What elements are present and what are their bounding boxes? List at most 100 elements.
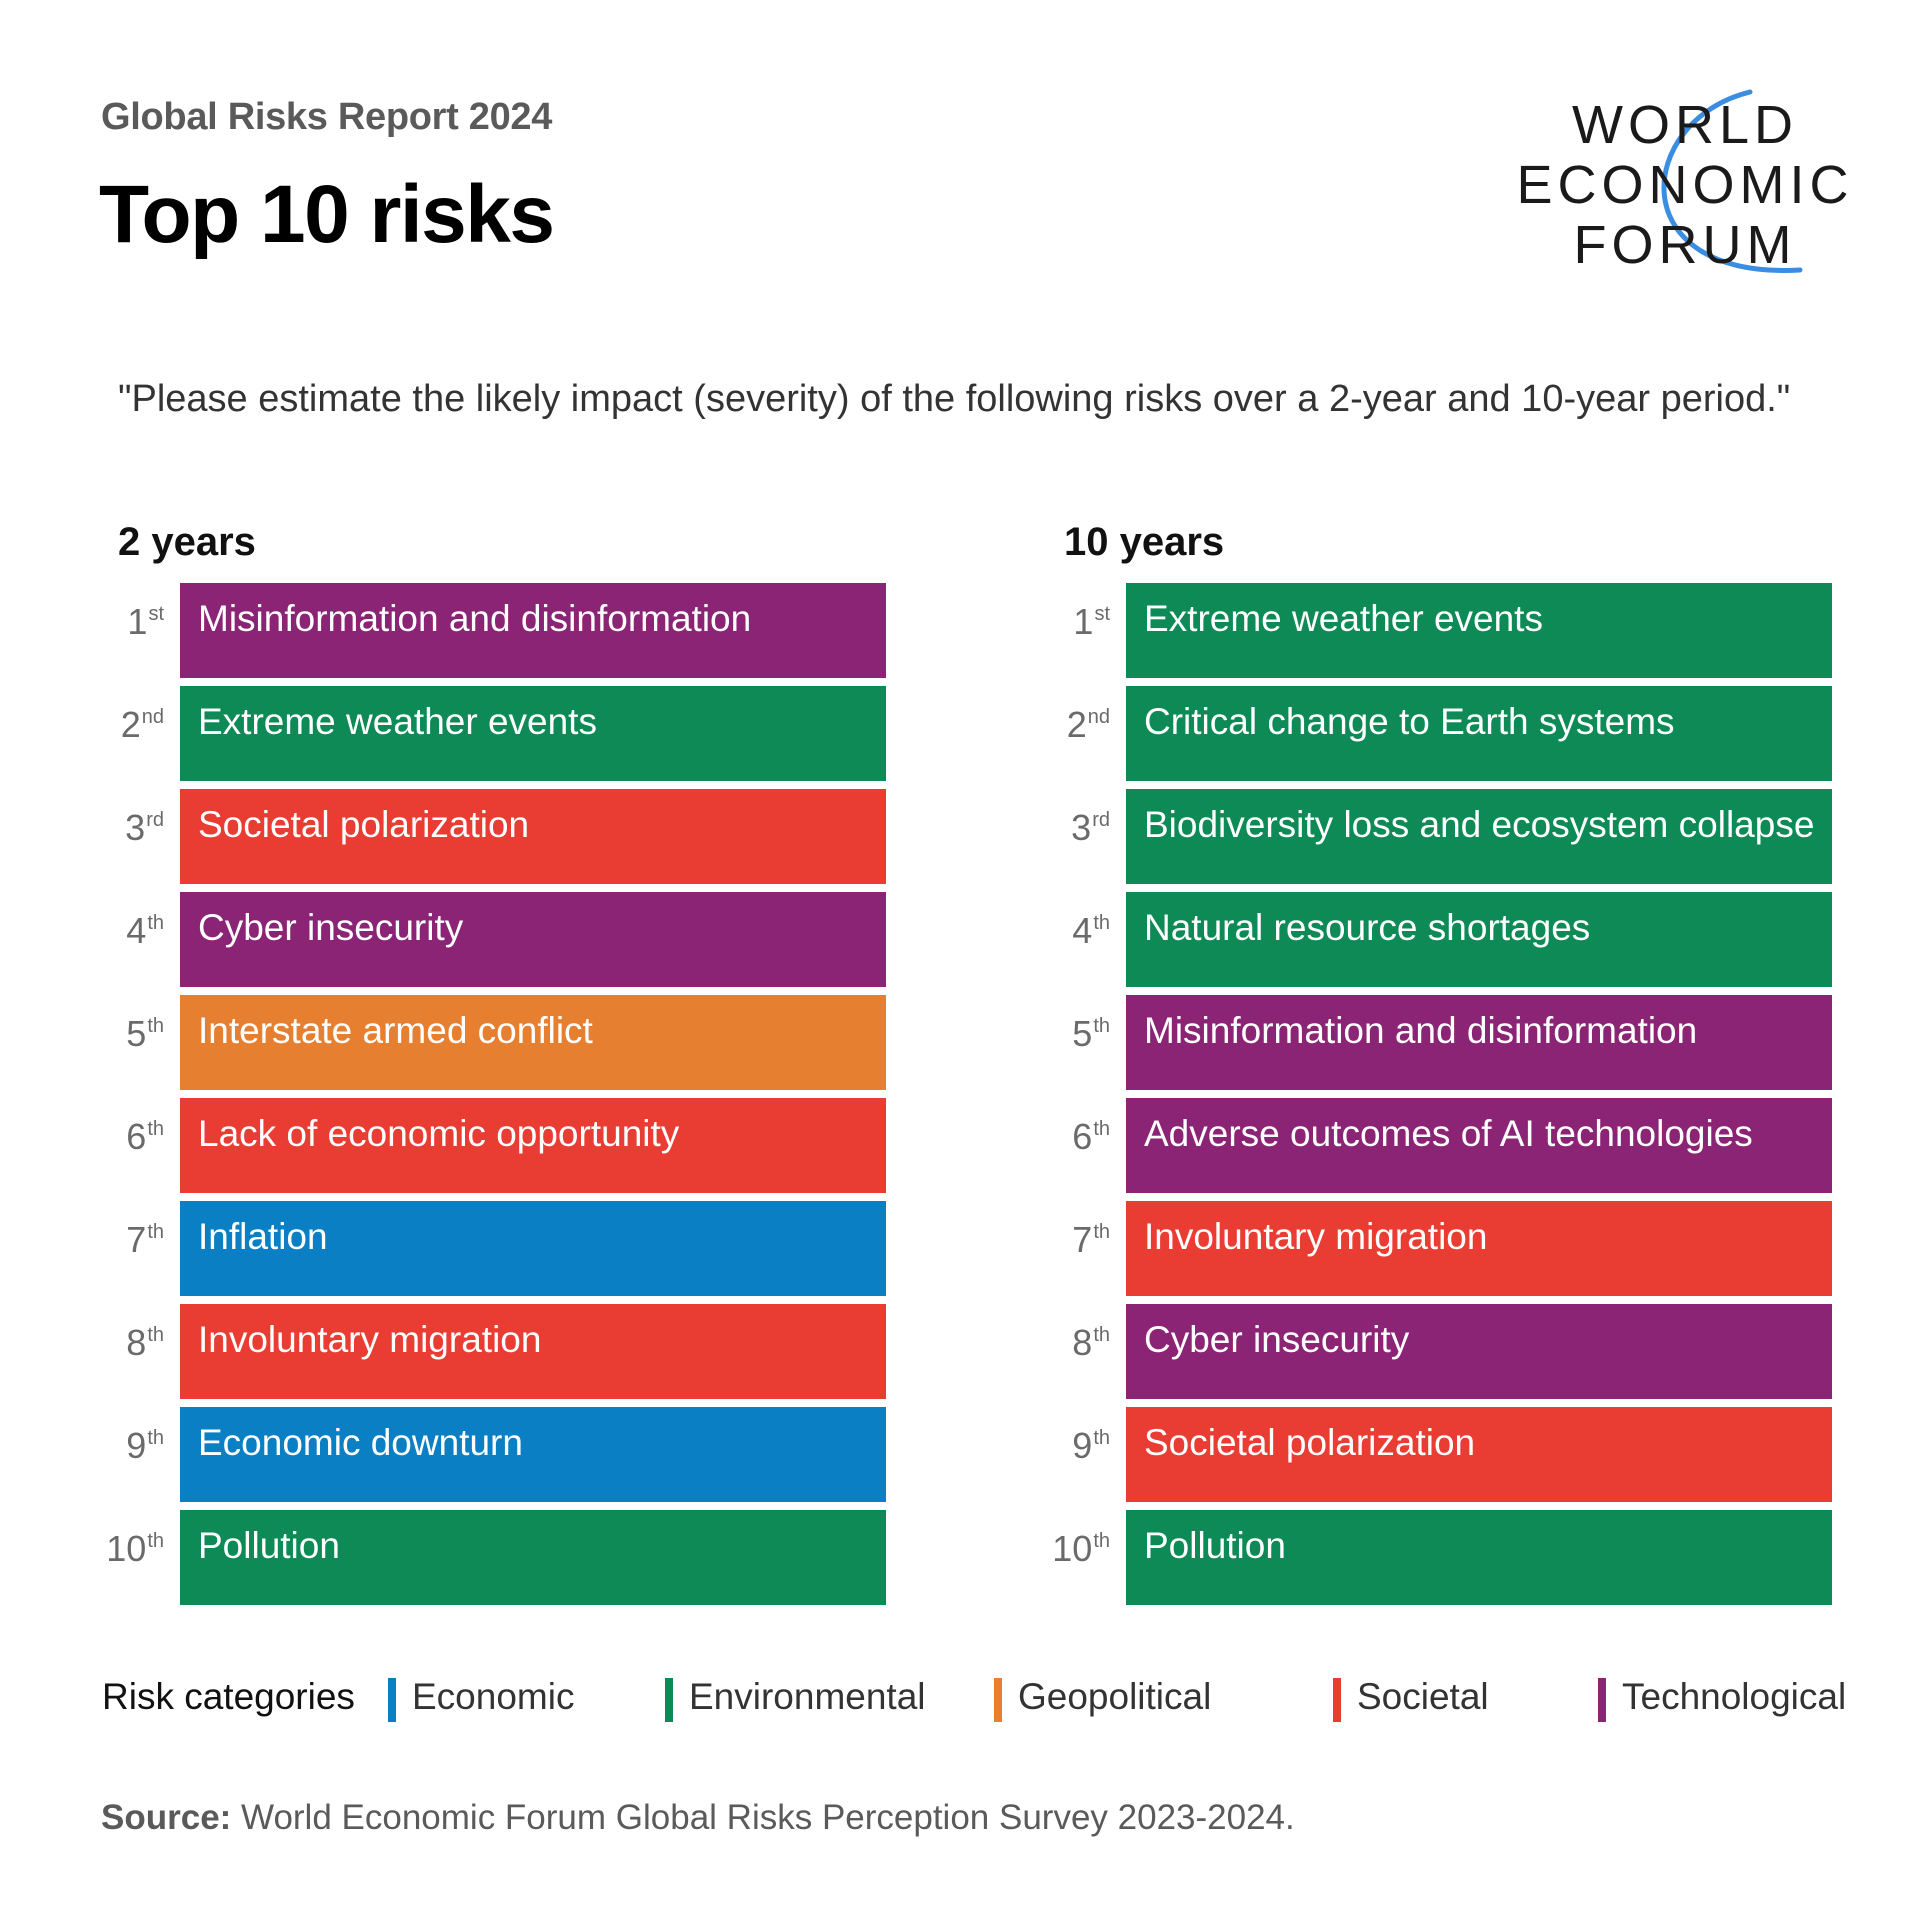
legend-label: Technological — [1622, 1676, 1847, 1717]
risk-bar: Natural resource shortages — [1126, 892, 1832, 987]
risk-bar: Misinformation and disinformation — [180, 583, 886, 678]
rank-number: 10th — [102, 1528, 164, 1570]
rank-value: 5 — [126, 1013, 147, 1054]
risk-bar: Misinformation and disinformation — [1126, 995, 1832, 1090]
list-item: 7th Involuntary migration — [1048, 1201, 1920, 1304]
legend-label: Economic — [412, 1676, 575, 1717]
risk-label: Pollution — [1144, 1525, 1286, 1566]
rank-number: 1st — [1048, 601, 1110, 643]
rank-value: 2 — [120, 704, 141, 745]
source-note: Source: World Economic Forum Global Risk… — [101, 1798, 1295, 1838]
rank-value: 1 — [127, 601, 148, 642]
risk-label: Economic downturn — [198, 1422, 523, 1463]
rank-suffix: th — [147, 1324, 164, 1346]
risk-label: Inflation — [198, 1216, 328, 1257]
rank-suffix: th — [147, 1015, 164, 1037]
rank-suffix: th — [1093, 1530, 1110, 1552]
rank-number: 4th — [102, 910, 164, 952]
rank-suffix: th — [147, 1530, 164, 1552]
list-item: 6th Lack of economic opportunity — [102, 1098, 982, 1201]
logo-arc-icon — [1661, 89, 1803, 273]
risk-label: Extreme weather events — [1144, 598, 1543, 639]
list-item: 8th Involuntary migration — [102, 1304, 982, 1407]
rank-number: 8th — [102, 1322, 164, 1364]
ranking-list-10-years: 1st Extreme weather events 2nd Critical cha… — [1048, 583, 1920, 1613]
rank-suffix: th — [1093, 1324, 1110, 1346]
risk-bar: Societal polarization — [1126, 1407, 1832, 1502]
risk-bar: Pollution — [180, 1510, 886, 1605]
rank-value: 10 — [106, 1528, 147, 1569]
risk-label: Pollution — [198, 1525, 340, 1566]
risk-label: Natural resource shortages — [1144, 907, 1591, 948]
risk-label: Critical change to Earth systems — [1144, 701, 1675, 742]
rank-number: 5th — [102, 1013, 164, 1055]
rank-number: 7th — [102, 1219, 164, 1261]
column-heading-2-years: 2 years — [118, 520, 256, 564]
risk-bar: Pollution — [1126, 1510, 1832, 1605]
rank-value: 8 — [1072, 1322, 1093, 1363]
legend-label: Environmental — [689, 1676, 926, 1717]
risk-label: Biodiversity loss and ecosystem collapse — [1144, 804, 1815, 845]
risk-label: Involuntary migration — [1144, 1216, 1488, 1257]
source-label: Source: — [101, 1798, 232, 1837]
list-item: 9th Societal polarization — [1048, 1407, 1920, 1510]
wef-logo: WORLD ECONOMIC FORUM — [1500, 80, 1870, 290]
risk-bar: Societal polarization — [180, 789, 886, 884]
rank-number: 1st — [102, 601, 164, 643]
rank-value: 9 — [1072, 1425, 1093, 1466]
rank-suffix: rd — [1092, 809, 1110, 831]
rank-suffix: th — [1093, 1221, 1110, 1243]
rank-value: 4 — [1072, 910, 1093, 951]
list-item: 3rd Biodiversity loss and ecosystem colla… — [1048, 789, 1920, 892]
risk-bar: Economic downturn — [180, 1407, 886, 1502]
rank-value: 4 — [126, 910, 147, 951]
risk-bar: Adverse outcomes of AI technologies — [1126, 1098, 1832, 1193]
rank-number: 9th — [102, 1425, 164, 1467]
rank-number: 3rd — [102, 807, 164, 849]
list-item: 9th Economic downturn — [102, 1407, 982, 1510]
rank-suffix: nd — [141, 706, 164, 728]
rank-value: 3 — [1071, 807, 1092, 848]
logo-arc — [1661, 89, 1803, 273]
risk-bar: Extreme weather events — [180, 686, 886, 781]
rank-number: 2nd — [102, 704, 164, 746]
risk-label: Misinformation and disinformation — [198, 598, 752, 639]
list-item: 2nd Critical change to Earth systems — [1048, 686, 1920, 789]
legend-swatch — [1598, 1678, 1606, 1722]
rank-value: 6 — [1072, 1116, 1093, 1157]
legend-swatch — [1333, 1678, 1341, 1722]
legend-label: Geopolitical — [1018, 1676, 1212, 1717]
logo-line-3: FORUM — [1573, 215, 1797, 275]
rank-number: 6th — [102, 1116, 164, 1158]
risk-label: Cyber insecurity — [1144, 1319, 1410, 1360]
risk-label: Adverse outcomes of AI technologies — [1144, 1113, 1753, 1154]
risk-bar: Cyber insecurity — [180, 892, 886, 987]
rank-value: 8 — [126, 1322, 147, 1363]
risk-bar: Critical change to Earth systems — [1126, 686, 1832, 781]
list-item: 10th Pollution — [102, 1510, 982, 1613]
source-text: World Economic Forum Global Risks Percep… — [231, 1798, 1295, 1837]
rank-suffix: nd — [1087, 706, 1110, 728]
rank-value: 2 — [1066, 704, 1087, 745]
logo-line-1: WORLD — [1572, 95, 1798, 155]
legend-label: Societal — [1357, 1676, 1489, 1717]
rank-number: 7th — [1048, 1219, 1110, 1261]
rank-number: 8th — [1048, 1322, 1110, 1364]
rank-number: 9th — [1048, 1425, 1110, 1467]
risk-label: Societal polarization — [1144, 1422, 1476, 1463]
list-item: 7th Inflation — [102, 1201, 982, 1304]
rank-value: 10 — [1052, 1528, 1093, 1569]
rank-number: 6th — [1048, 1116, 1110, 1158]
risk-label: Lack of economic opportunity — [198, 1113, 680, 1154]
survey-question: "Please estimate the likely impact (seve… — [118, 378, 1791, 420]
list-item: 3rd Societal polarization — [102, 789, 982, 892]
list-item: 10th Pollution — [1048, 1510, 1920, 1613]
legend-swatch — [388, 1678, 396, 1722]
rank-number: 2nd — [1048, 704, 1110, 746]
rank-suffix: st — [148, 603, 164, 625]
rank-value: 5 — [1072, 1013, 1093, 1054]
rank-suffix: th — [147, 1118, 164, 1140]
rank-value: 6 — [126, 1116, 147, 1157]
risk-bar: Lack of economic opportunity — [180, 1098, 886, 1193]
rank-number: 3rd — [1048, 807, 1110, 849]
